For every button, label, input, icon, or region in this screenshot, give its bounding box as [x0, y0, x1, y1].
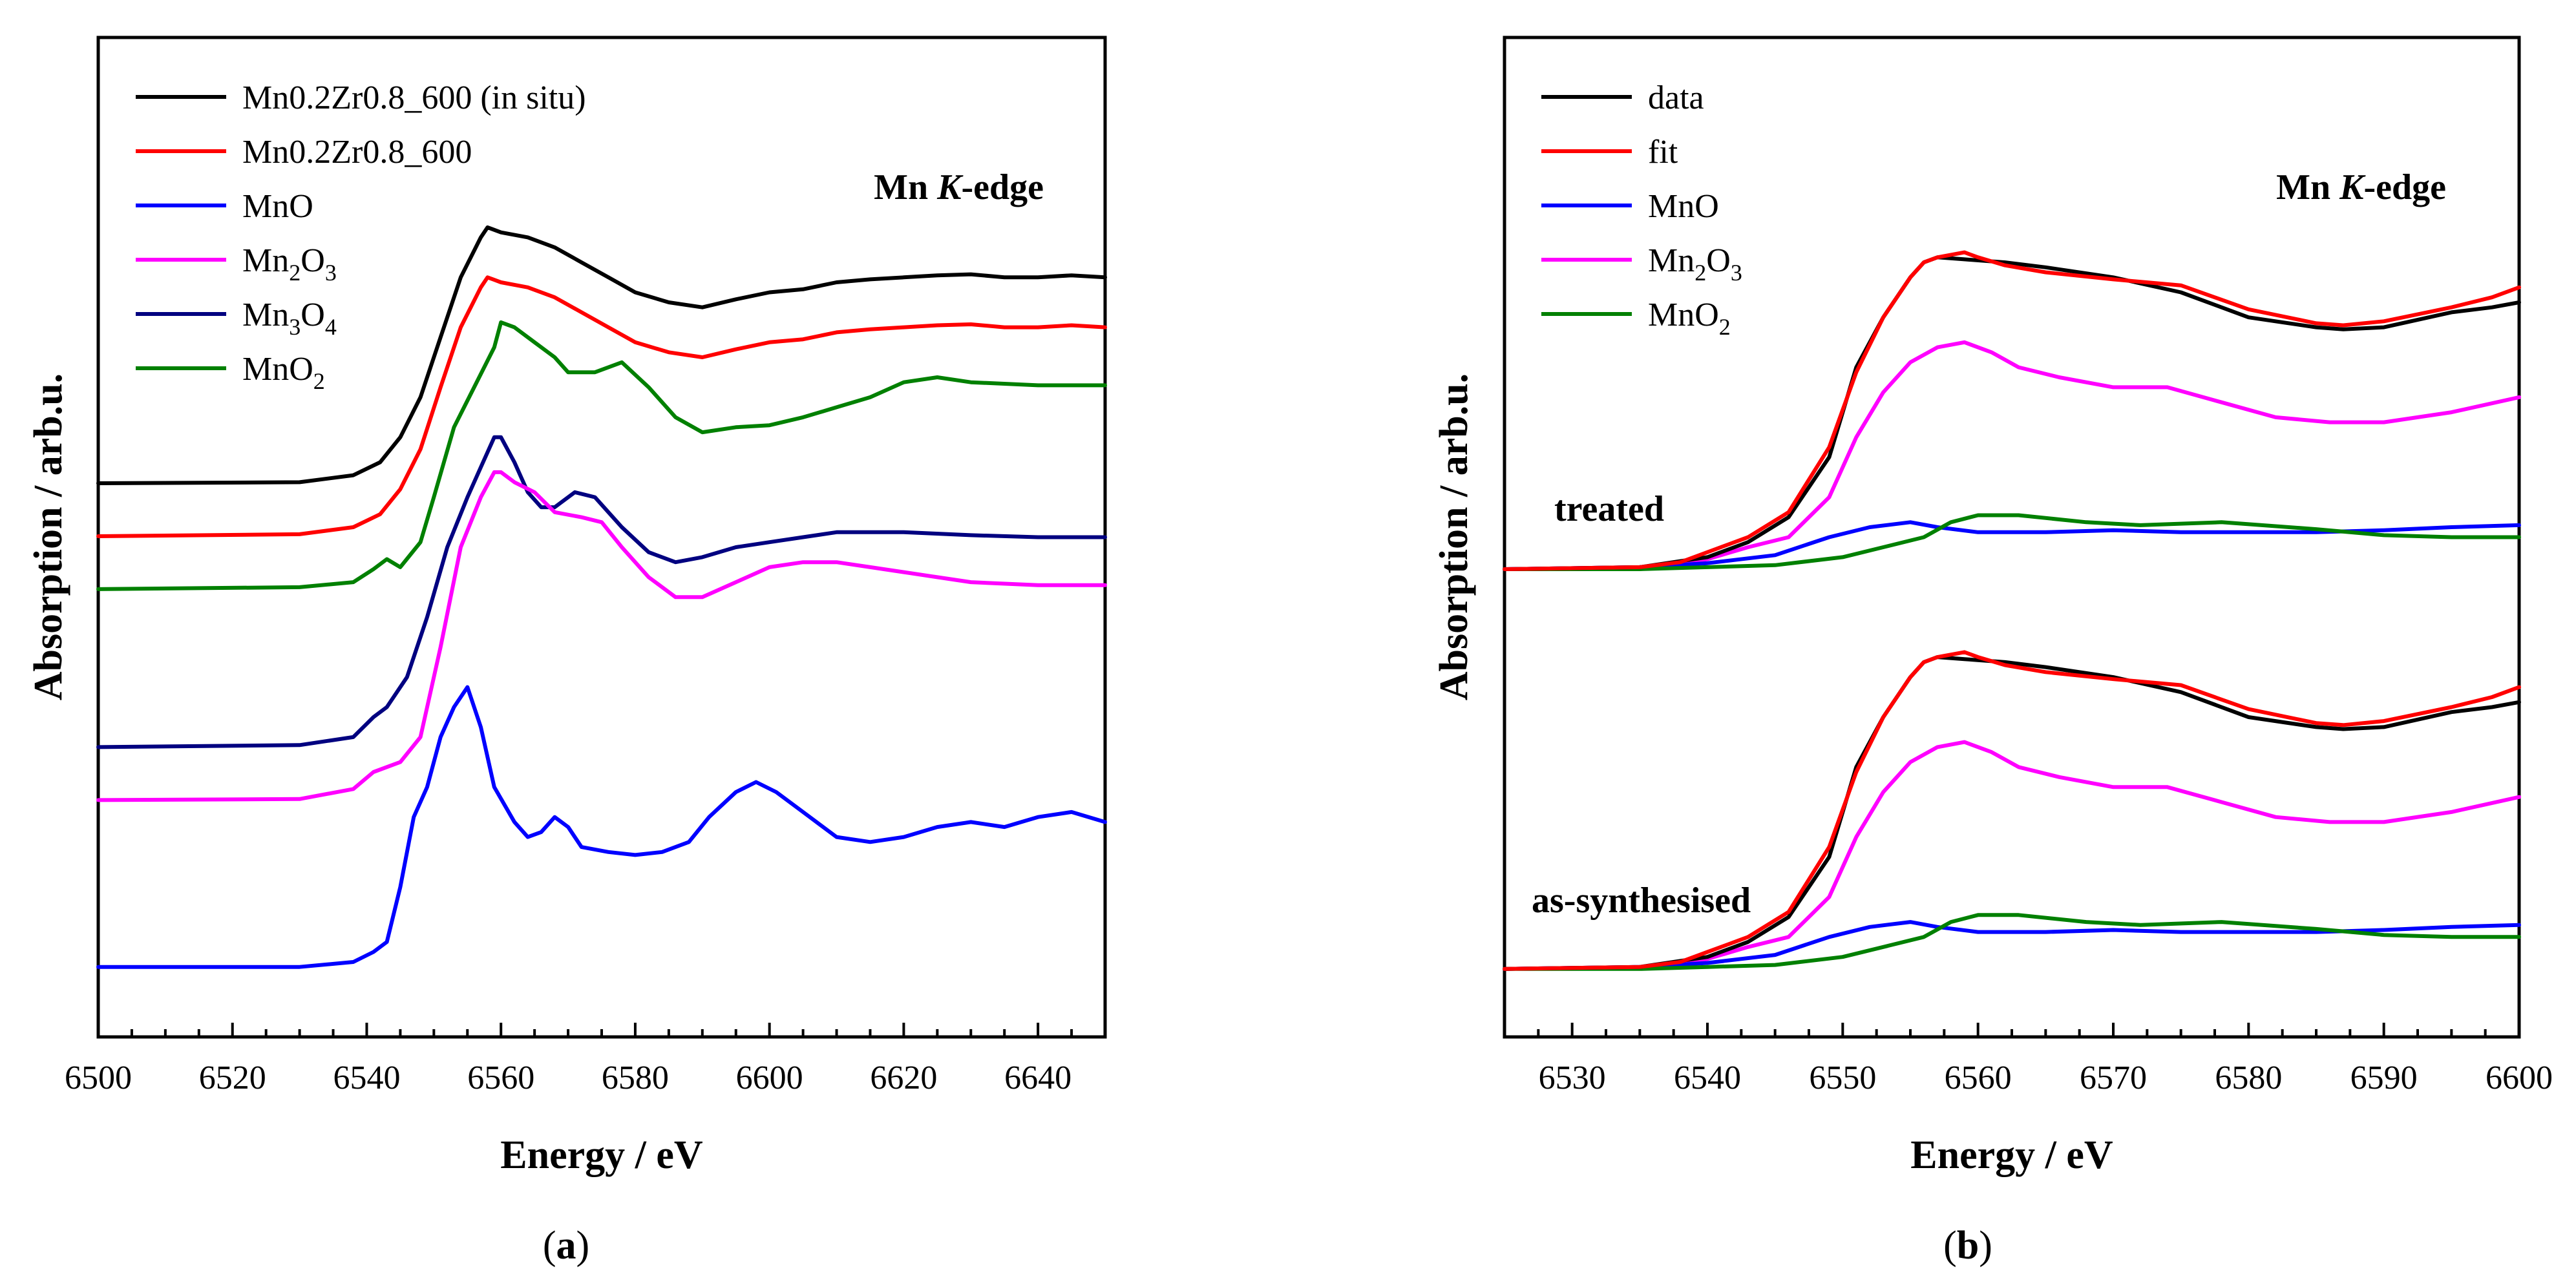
legend-label-a-5: MnO2	[242, 351, 325, 394]
b-tick-label-6600: 6600	[2486, 1060, 2553, 1096]
a-tick-label-6620: 6620	[870, 1060, 937, 1096]
label-as-synthesised: as-synthesised	[1532, 881, 1751, 921]
series-group-b	[1503, 250, 2521, 971]
panel-label-a: (a)	[543, 1224, 589, 1268]
b-tick-label-6540: 6540	[1674, 1060, 1741, 1096]
series-line-b-treated-mno2	[1503, 513, 2521, 571]
a-tick-label-6640: 6640	[1004, 1060, 1072, 1096]
legend-label-a-2: MnO	[242, 188, 313, 225]
y-axis-title-a: Absorption / arb.u.	[26, 373, 70, 700]
a-tick-label-6560: 6560	[467, 1060, 534, 1096]
a-tick-label-6520: 6520	[199, 1060, 266, 1096]
legend-label-b-3: Mn2O3	[1648, 242, 1742, 286]
a-tick-label-6500: 6500	[65, 1060, 132, 1096]
series-line-b-treated-fit	[1503, 250, 2521, 571]
series-line-a-mn3o4	[96, 435, 1107, 749]
series-line-a-mno2	[96, 320, 1107, 591]
annotation-mn-k-edge-b: Mn K-edge	[2276, 167, 2446, 207]
y-axis-title-b: Absorption / arb.u.	[1432, 373, 1476, 700]
legend-label-b-0: data	[1648, 79, 1704, 116]
legend-label-a-3: Mn2O3	[242, 242, 337, 286]
a-tick-label-6600: 6600	[736, 1060, 803, 1096]
label-treated: treated	[1554, 489, 1664, 529]
series-line-b-treated-data	[1503, 255, 2521, 571]
b-tick-label-6550: 6550	[1809, 1060, 1876, 1096]
legend-label-b-2: MnO	[1648, 188, 1719, 225]
legend-label-a-0: Mn0.2Zr0.8_600 (in situ)	[242, 79, 586, 116]
series-line-a-mn0-2zr0-8-600-in-situ-	[96, 225, 1107, 485]
x-axis-title-a: Energy / eV	[500, 1133, 703, 1177]
series-line-b-as-synthesised-data	[1503, 655, 2521, 971]
series-line-b-as-synthesised-mn2o3	[1503, 740, 2521, 971]
a-tick-label-6540: 6540	[333, 1060, 400, 1096]
series-line-a-mn2o3	[96, 470, 1107, 802]
legend-b: data fit MnO Mn2O3 MnO2	[1541, 79, 1742, 340]
x-axis-title-b: Energy / eV	[1910, 1133, 2113, 1177]
a-tick-label-6580: 6580	[602, 1060, 669, 1096]
x-ticks-a: 6500 6520 6540 6560 6580 6600 6620 6640	[65, 1023, 1106, 1096]
panel-label-b: (b)	[1943, 1224, 1992, 1268]
legend-a: Mn0.2Zr0.8_600 (in situ) Mn0.2Zr0.8_600 Mn…	[136, 79, 586, 394]
series-line-b-treated-mn2o3	[1503, 340, 2521, 571]
panel-b: 6530 6540 6550 6560 6570 6580 6590 6600 data fit…	[1432, 36, 2553, 1268]
series-group-a	[96, 225, 1107, 969]
panel-a: 6500 6520 6540 6560 6580 6600 6620 6640 Mn0.2Zr…	[26, 36, 1107, 1268]
legend-label-a-4: Mn3O4	[242, 297, 337, 340]
legend-label-b-1: fit	[1648, 134, 1678, 171]
b-tick-label-6590: 6590	[2350, 1060, 2418, 1096]
b-tick-label-6530: 6530	[1539, 1060, 1606, 1096]
b-tick-label-6580: 6580	[2215, 1060, 2282, 1096]
b-tick-label-6560: 6560	[1945, 1060, 2012, 1096]
series-line-a-mn0-2zr0-8-600	[96, 275, 1107, 538]
x-ticks-b: 6530 6540 6550 6560 6570 6580 6590 6600	[1503, 1023, 2553, 1096]
series-line-b-as-synthesised-mno2	[1503, 913, 2521, 971]
legend-label-b-4: MnO2	[1648, 297, 1731, 340]
series-line-a-mno	[96, 685, 1107, 969]
annotation-mn-k-edge-a: Mn K-edge	[874, 167, 1044, 207]
series-line-b-treated-mno	[1503, 520, 2521, 571]
series-line-b-as-synthesised-fit	[1503, 650, 2521, 971]
legend-label-a-1: Mn0.2Zr0.8_600	[242, 134, 472, 171]
b-tick-label-6570: 6570	[2080, 1060, 2147, 1096]
series-line-b-as-synthesised-mno	[1503, 920, 2521, 971]
